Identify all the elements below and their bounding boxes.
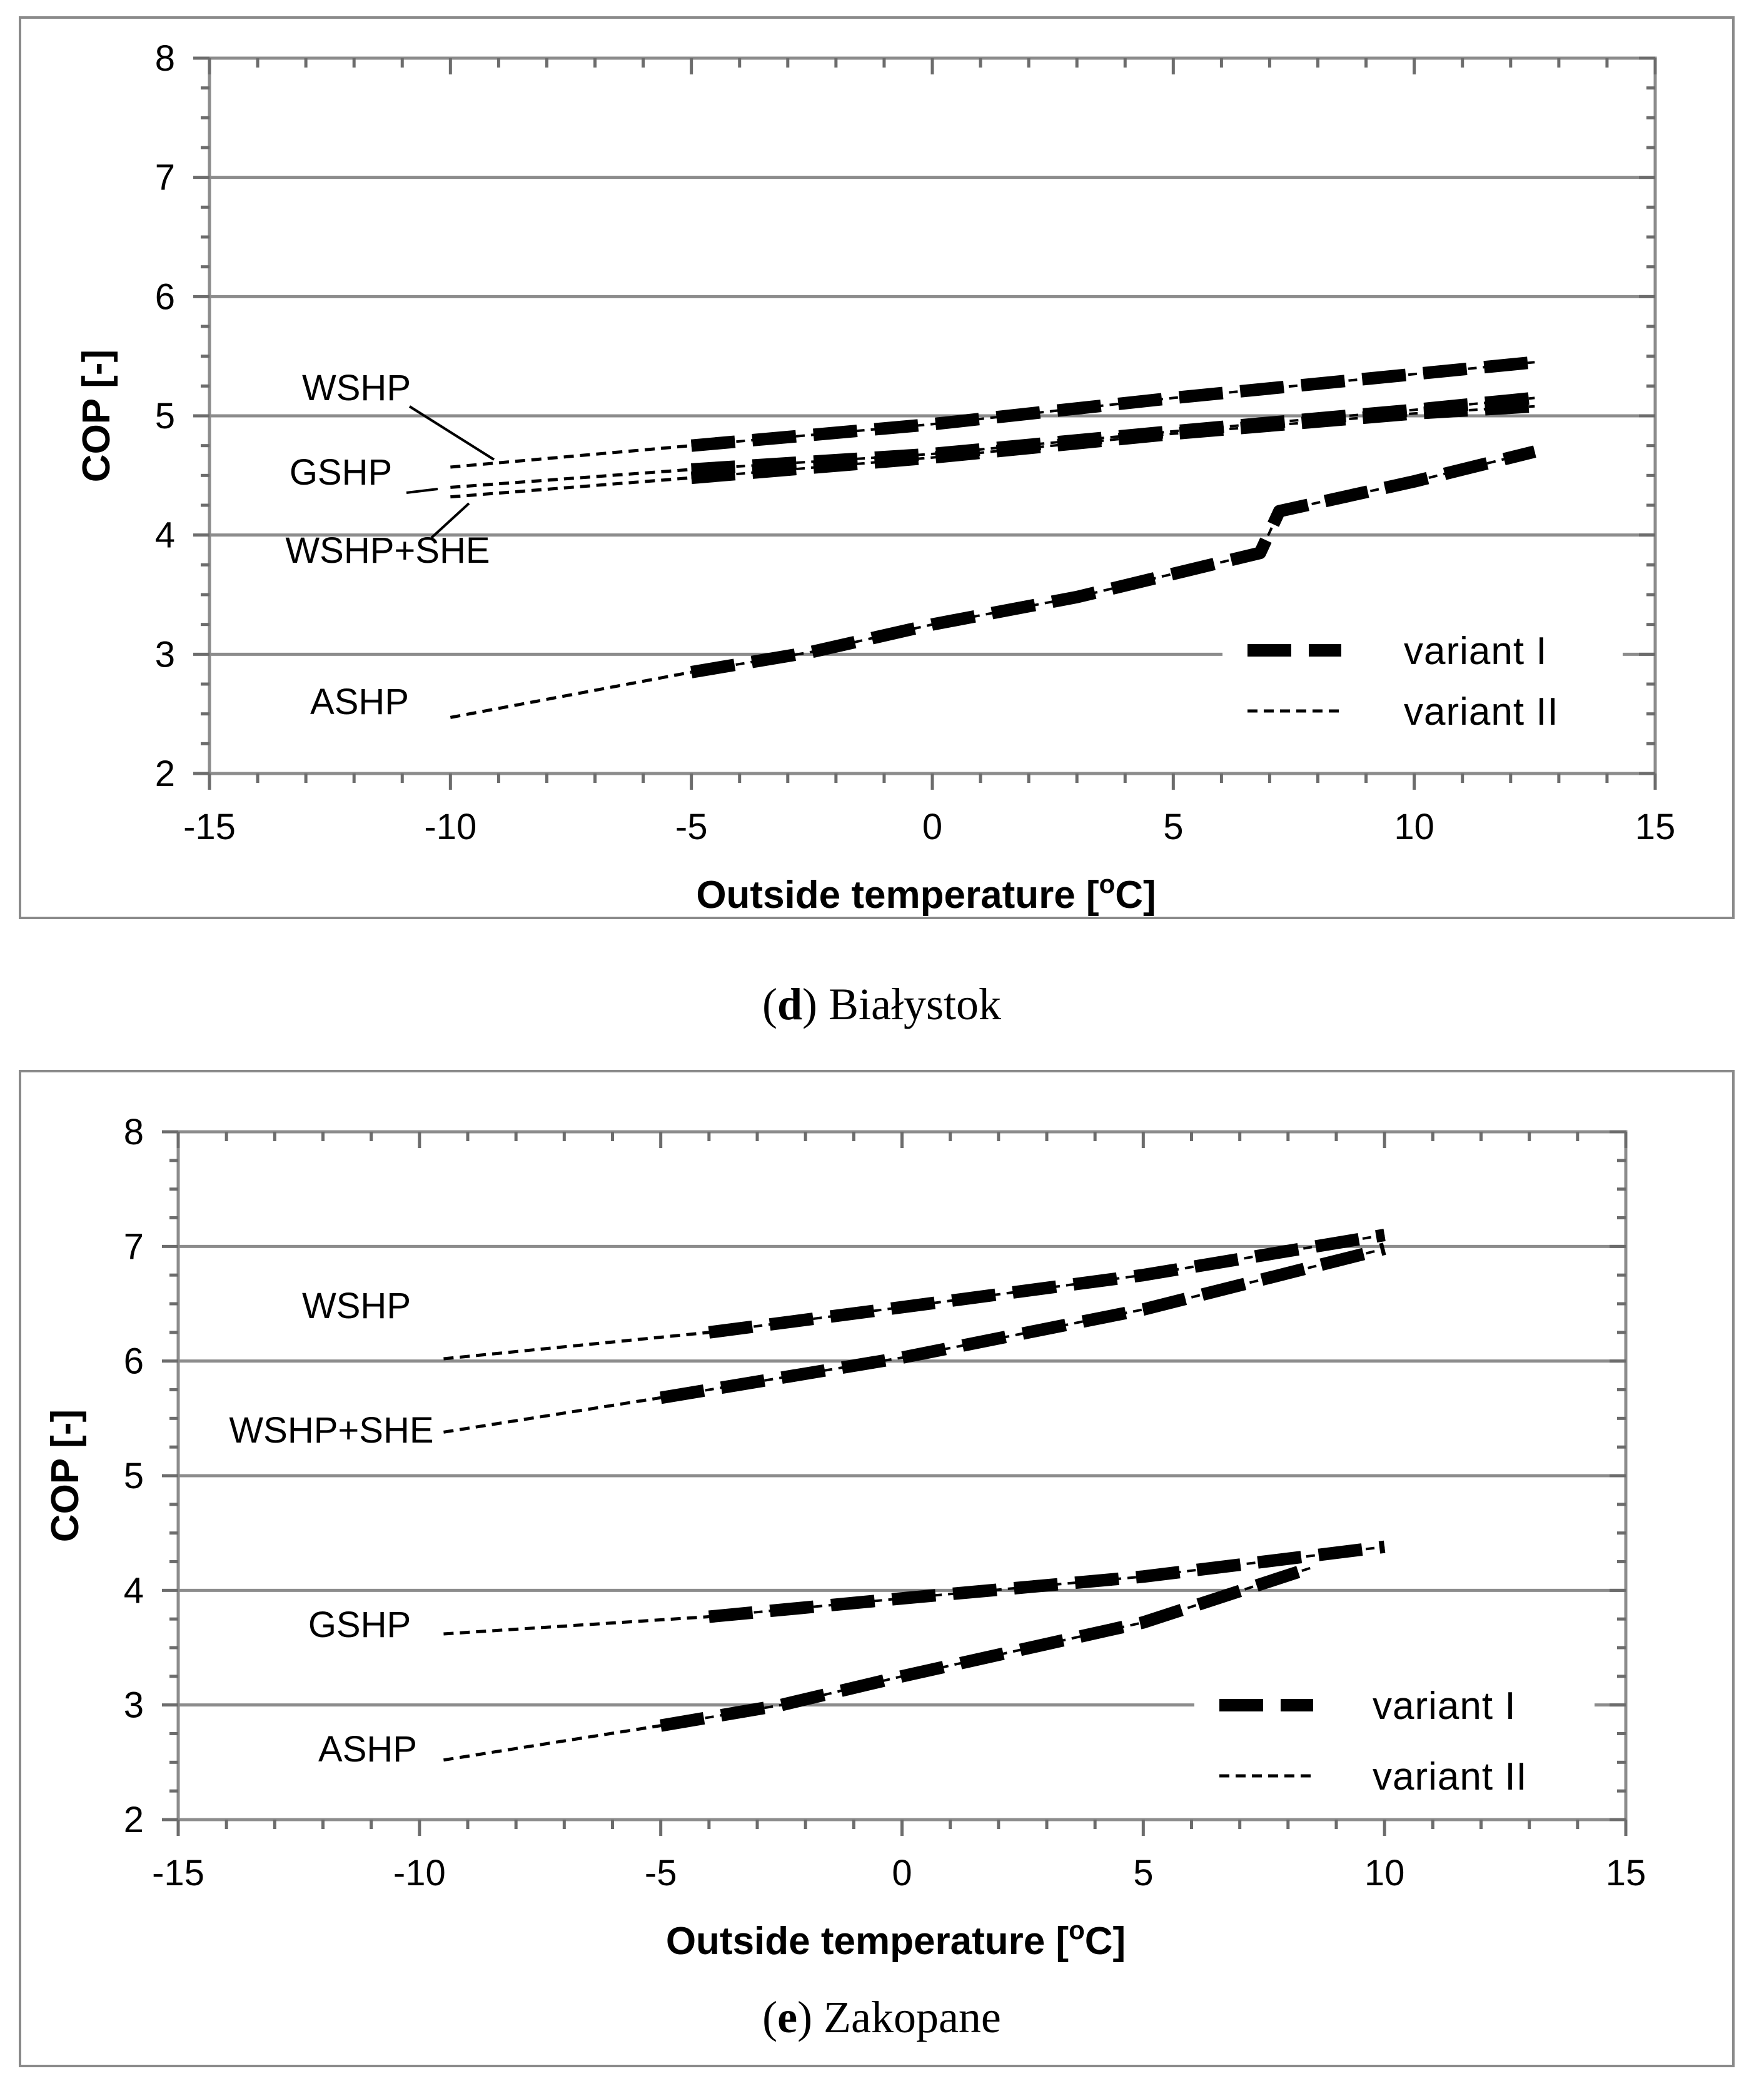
legend-label-variant-ii: variant II	[1404, 690, 1559, 733]
series-gshp-variant-ii	[450, 468, 692, 489]
x-tick-label: -10	[424, 807, 476, 847]
x-tick-label: 5	[1163, 807, 1183, 847]
y-tick-label: 5	[155, 396, 175, 436]
x-axis-title: Outside temperature [oC]	[666, 1915, 1126, 1963]
series-wshp-variant-i	[708, 1229, 1386, 1339]
series-label-ashp: ASHP	[318, 1729, 417, 1770]
y-tick-label: 8	[124, 1112, 144, 1152]
series-wshp-variant-i-core	[708, 1234, 1385, 1334]
y-axis-title: COP [-]	[44, 1409, 87, 1542]
caption-e: (e) Zakopane	[762, 1992, 1001, 2042]
x-tick-label: 0	[922, 807, 942, 847]
x-axis-title: Outside temperature [oC]	[696, 869, 1156, 917]
y-axis-title: COP [-]	[75, 350, 118, 482]
series-leader-gshp	[406, 488, 438, 494]
legend-label-variant-i: variant I	[1373, 1685, 1516, 1728]
x-tick-label: -15	[183, 807, 236, 847]
series-ashp-variant-i-core	[691, 450, 1535, 673]
y-tick-label: 5	[124, 1456, 144, 1496]
series-label-wshp-she: WSHP+SHE	[285, 530, 490, 571]
series-ashp-variant-ii	[450, 670, 692, 719]
y-tick-label: 2	[124, 1800, 144, 1840]
series-gshp-variant-i-core	[708, 1545, 1385, 1618]
x-tick-label: 10	[1364, 1853, 1405, 1893]
x-tick-label: -10	[393, 1853, 446, 1893]
series-label-gshp: GSHP	[308, 1605, 411, 1645]
x-tick-label: 15	[1606, 1853, 1646, 1893]
series-wshp-she-variant-ii	[443, 1396, 662, 1434]
x-tick-label: -5	[645, 1853, 677, 1893]
series-wshp-she-variant-ii	[450, 476, 692, 499]
y-tick-label: 2	[155, 753, 175, 794]
y-tick-label: 7	[124, 1226, 144, 1267]
y-tick-label: 3	[155, 634, 175, 675]
series-label-ashp: ASHP	[310, 682, 409, 722]
legend-label-variant-ii: variant II	[1373, 1755, 1528, 1798]
series-wshp-variant-ii	[443, 1331, 710, 1361]
series-label-wshp-she: WSHP+SHE	[229, 1410, 433, 1451]
x-tick-label: -15	[152, 1853, 204, 1893]
series-wshp-she-variant-i-core	[691, 405, 1535, 480]
y-tick-label: 4	[124, 1570, 144, 1611]
series-leader-wshp-she	[430, 502, 470, 539]
series-label-gshp: GSHP	[290, 452, 392, 493]
y-tick-label: 3	[124, 1685, 144, 1726]
y-tick-label: 8	[155, 38, 175, 79]
legend-box	[1194, 1668, 1595, 1813]
series-wshp-variant-i-core	[691, 361, 1535, 447]
series-gshp-variant-ii	[443, 1615, 709, 1636]
series-wshp-variant-ii	[450, 444, 692, 469]
x-tick-label: 15	[1635, 807, 1676, 847]
series-leader-wshp	[408, 405, 495, 461]
series-wshp-she-variant-i	[660, 1242, 1386, 1404]
y-tick-label: 7	[155, 158, 175, 198]
series-label-wshp: WSHP	[302, 368, 411, 408]
x-tick-label: 10	[1394, 807, 1434, 847]
legend-label-variant-i: variant I	[1404, 630, 1548, 673]
y-tick-label: 4	[155, 515, 175, 556]
y-tick-label: 6	[155, 276, 175, 317]
caption-d: (d) Białystok	[762, 979, 1001, 1029]
y-tick-label: 6	[124, 1341, 144, 1382]
series-label-wshp: WSHP	[302, 1286, 411, 1326]
chart-frame	[19, 16, 1735, 919]
series-wshp-she-variant-i-core	[660, 1247, 1385, 1399]
x-tick-label: -5	[675, 807, 708, 847]
chart-panel-d: -15 -10 -5 0 5 10 15 2 3 4 5 6 7 8 Outside temperature…	[19, 16, 1735, 919]
x-tick-label: 0	[892, 1853, 912, 1893]
chart-panel-e: -15 -10 -5 0 5 10 15 2 3 4 5 6 7 8 Outside temperature…	[19, 1070, 1735, 2067]
legend-box	[1222, 613, 1623, 748]
chart-frame	[19, 1070, 1735, 2067]
x-tick-label: 5	[1133, 1853, 1153, 1893]
series-ashp-variant-ii	[443, 1724, 662, 1762]
series-ashp-variant-i-core	[660, 1566, 1313, 1727]
